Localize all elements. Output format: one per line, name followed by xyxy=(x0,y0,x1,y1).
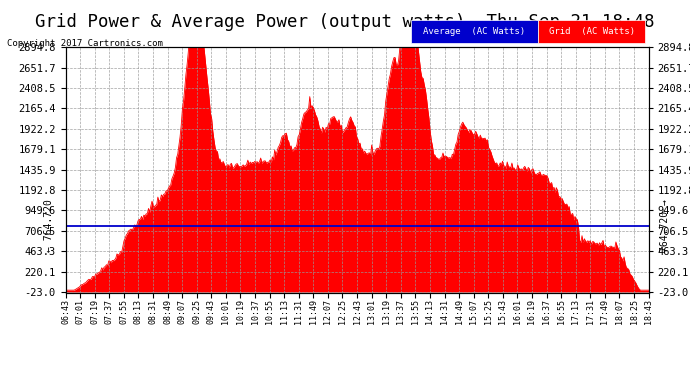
Text: Grid Power & Average Power (output watts)  Thu Sep 21 18:48: Grid Power & Average Power (output watts… xyxy=(35,13,655,31)
Text: Grid  (AC Watts): Grid (AC Watts) xyxy=(549,27,635,36)
Text: Copyright 2017 Cartronics.com: Copyright 2017 Cartronics.com xyxy=(7,39,163,48)
Text: 764.720 →: 764.720 → xyxy=(660,200,670,252)
Text: ← 764.720: ← 764.720 xyxy=(44,200,55,252)
Text: Average  (AC Watts): Average (AC Watts) xyxy=(423,27,526,36)
